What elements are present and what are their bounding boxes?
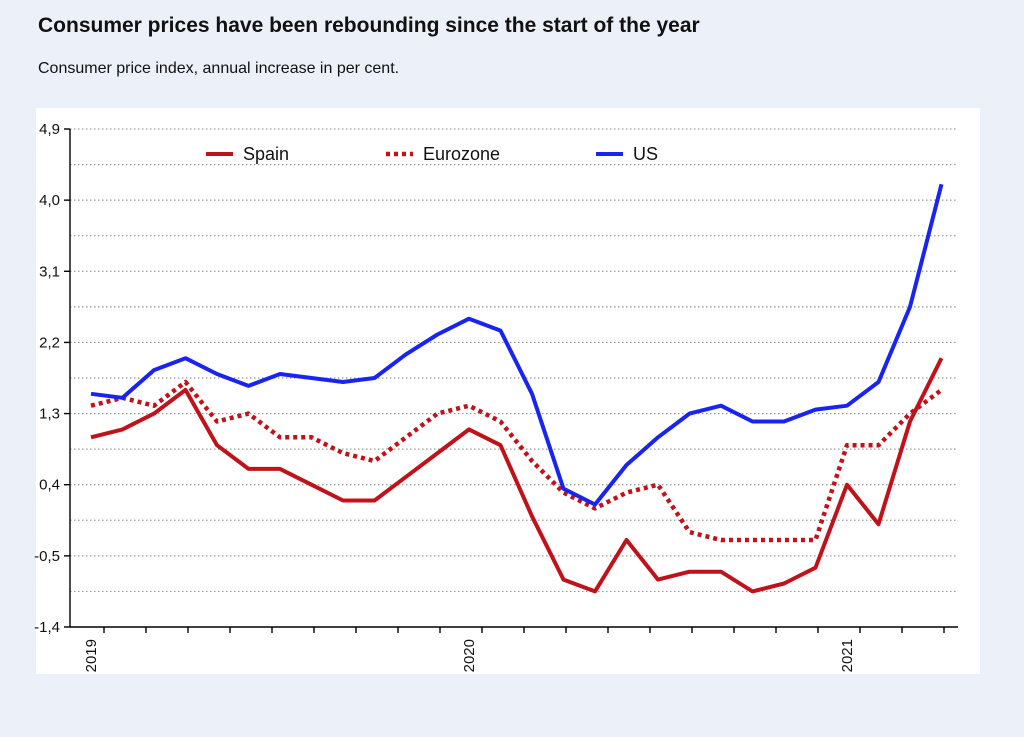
line-chart: 4,9 4,0 3,1 2,2 1,3 0,4 -0,5 -1,4 2019 2020 2021 Sp… [34, 108, 980, 674]
y-tick-label: 4,9 [39, 121, 60, 138]
series-line-spain [90, 357, 944, 594]
legend-label-us: US [633, 144, 658, 164]
x-tick-label: 2021 [839, 639, 856, 672]
chart-title: Consumer prices have been rebounding sin… [38, 14, 700, 37]
series-line-us [90, 183, 944, 507]
series-line-eurozone [90, 379, 943, 543]
y-tick-label: -1,4 [34, 619, 60, 636]
legend-label-spain: Spain [243, 144, 289, 164]
y-tick-label: 2,2 [39, 334, 60, 351]
y-tick-label: 1,3 [39, 406, 60, 423]
y-tick-label: -0,5 [34, 548, 60, 565]
legend-label-eurozone: Eurozone [423, 144, 500, 164]
x-tick-label: 2019 [83, 639, 100, 672]
plot-panel [36, 108, 980, 674]
x-tick-label: 2020 [461, 639, 478, 672]
y-tick-label: 3,1 [39, 263, 60, 280]
chart-subtitle: Consumer price index, annual increase in… [38, 60, 400, 77]
chart-area: 4,9 4,0 3,1 2,2 1,3 0,4 -0,5 -1,4 2019 2020 2021 Sp… [0, 108, 1024, 732]
y-tick-label: 4,0 [39, 192, 60, 209]
y-tick-label: 0,4 [39, 477, 60, 494]
